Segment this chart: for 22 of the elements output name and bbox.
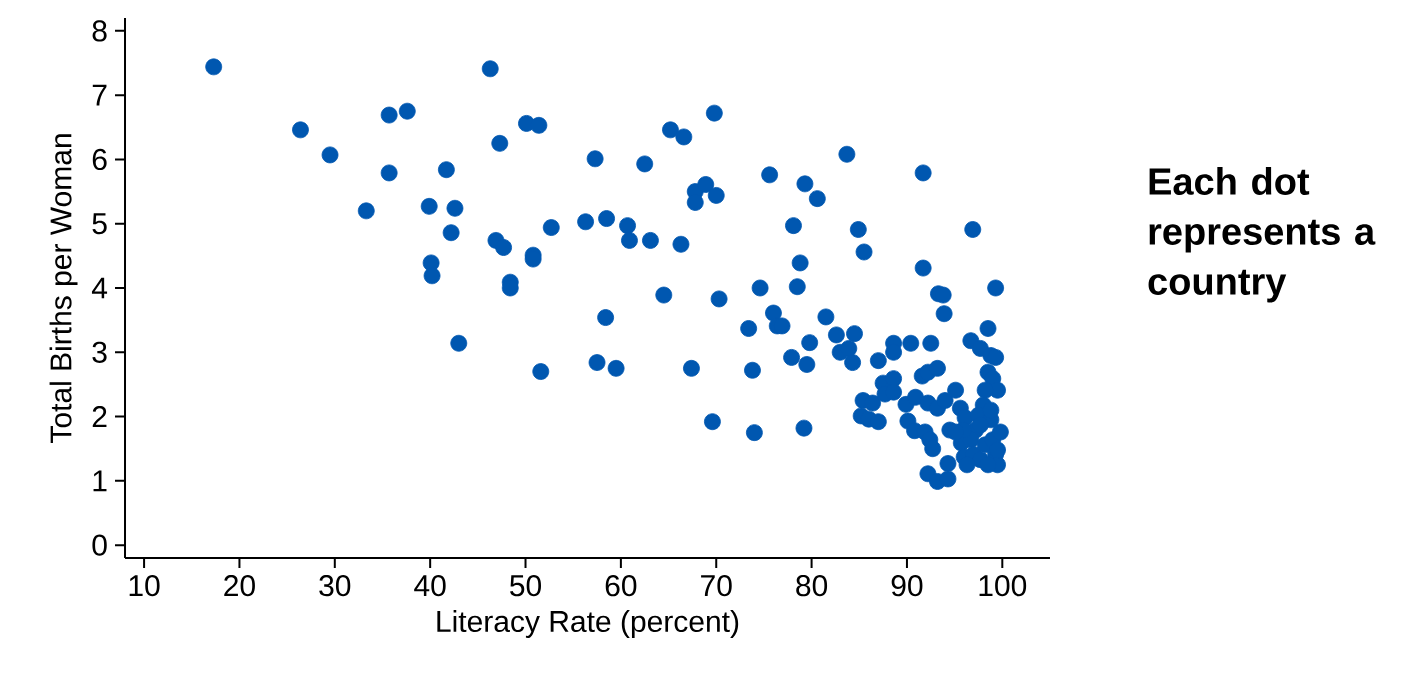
y-tick-label: 2: [92, 406, 107, 428]
x-tick-label: 50: [510, 575, 542, 597]
x-tick-label: 70: [701, 575, 732, 597]
y-tick-label: 1: [93, 470, 107, 492]
y-axis-title: Total Births per Woman: [49, 134, 78, 443]
x-tick-label: 30: [319, 575, 351, 597]
x-tick-label: 90: [891, 575, 923, 597]
x-tick-label: 80: [796, 575, 828, 597]
x-tick-label: 10: [129, 575, 160, 597]
x-tick-label: 20: [224, 575, 255, 597]
y-tick-label: 7: [92, 84, 107, 106]
text: Each dot represents a country: [1148, 167, 1376, 303]
x-tick-label: 40: [414, 575, 446, 597]
x-tick-label: 100: [979, 575, 1027, 597]
y-tick-label: 5: [92, 213, 107, 235]
y-tick-label: 3: [92, 341, 107, 363]
y-tick-label: 8: [92, 20, 107, 42]
x-tick-label: 60: [605, 575, 637, 597]
x-axis-title: Literacy Rate (percent): [437, 610, 739, 638]
y-tick-label: 0: [92, 534, 107, 556]
y-tick-label: 6: [92, 148, 107, 171]
y-tick-label: 4: [91, 277, 108, 299]
